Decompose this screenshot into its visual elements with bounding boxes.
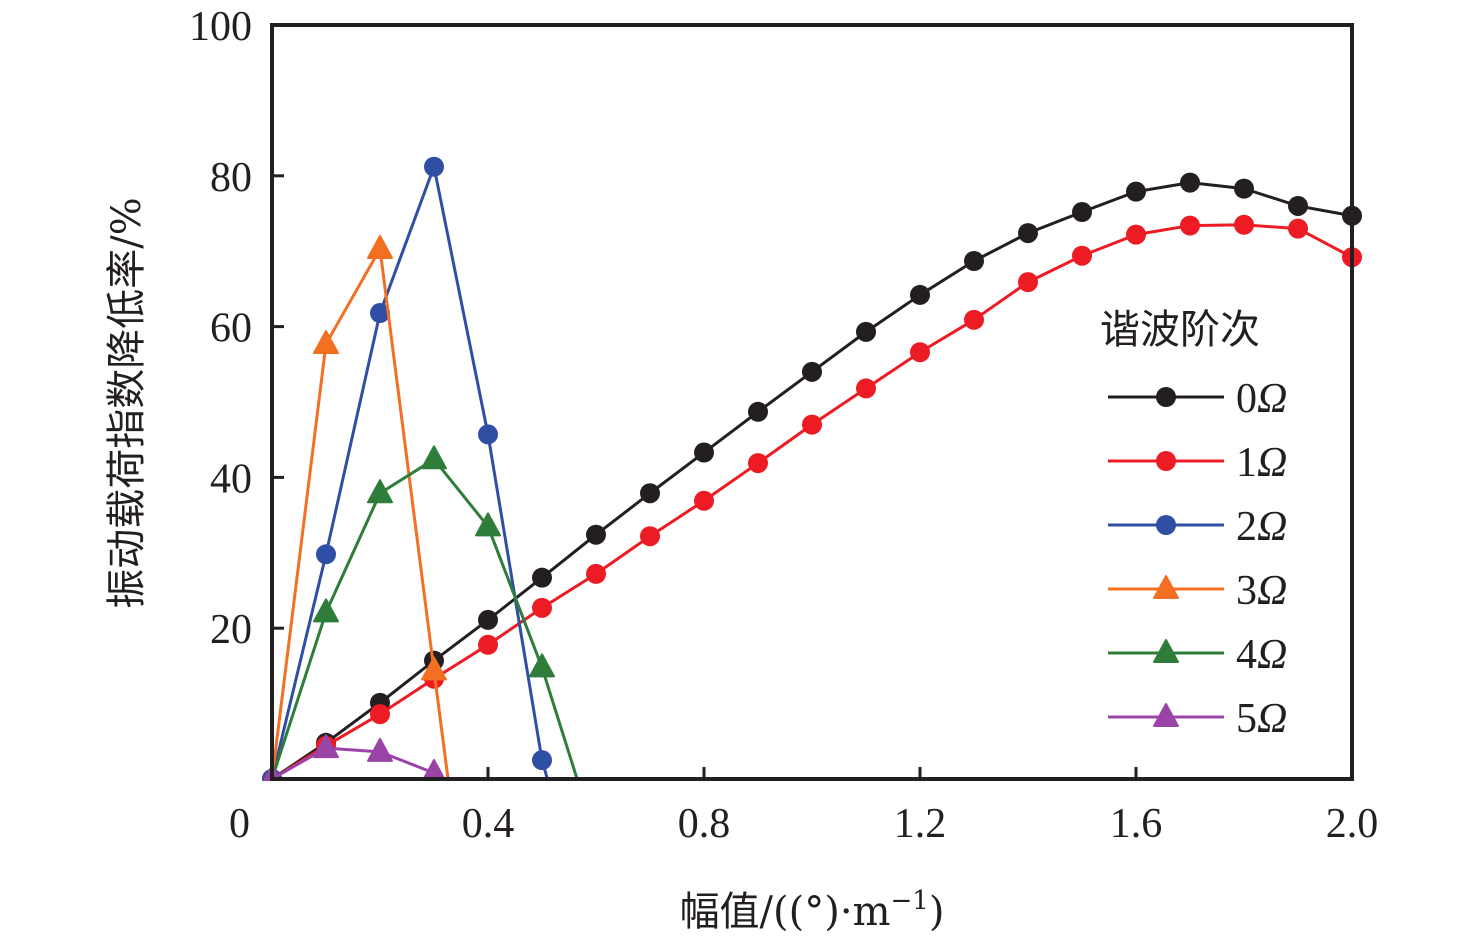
data-point xyxy=(532,750,552,771)
data-point xyxy=(1288,195,1308,216)
x-tick-label: 1.6 xyxy=(1110,801,1163,847)
data-point xyxy=(910,342,930,363)
data-point xyxy=(475,512,501,537)
data-point xyxy=(748,453,768,474)
y-tick-label: 20 xyxy=(210,607,252,653)
data-point xyxy=(640,483,660,504)
data-point xyxy=(1018,272,1038,293)
series-2 xyxy=(262,156,552,781)
y-tick-label: 40 xyxy=(210,456,252,502)
series-1 xyxy=(262,214,1362,781)
data-point xyxy=(910,284,930,305)
x-tick-label: 0.8 xyxy=(678,801,731,847)
legend-item: 1Ω xyxy=(1108,440,1287,486)
data-point xyxy=(1180,172,1200,193)
data-point xyxy=(424,156,444,177)
legend-marker xyxy=(1156,387,1176,407)
x-tick-label: 0 xyxy=(229,801,250,847)
data-point xyxy=(1126,224,1146,245)
legend-items: 0Ω 1Ω 2Ω 3Ω 4Ω 5Ω xyxy=(1108,376,1287,742)
data-point xyxy=(1234,178,1254,199)
legend-title: 谐波阶次 xyxy=(1100,307,1260,353)
data-point xyxy=(748,401,768,422)
x-tick-label: 0.4 xyxy=(462,801,515,847)
data-point xyxy=(421,445,447,470)
plot-frame xyxy=(270,23,1354,781)
legend-marker xyxy=(1153,575,1179,599)
data-point xyxy=(313,598,339,623)
legend-label: 0Ω xyxy=(1236,376,1287,422)
series-line xyxy=(271,181,1353,781)
data-point xyxy=(370,303,390,324)
legend-marker xyxy=(1153,703,1179,727)
legend-item: 0Ω xyxy=(1108,376,1287,422)
data-point xyxy=(421,758,447,781)
data-point xyxy=(802,414,822,435)
legend-label: 3Ω xyxy=(1236,568,1287,614)
data-point xyxy=(1072,201,1092,222)
data-point xyxy=(694,442,714,463)
data-point xyxy=(532,597,552,618)
legend-item: 2Ω xyxy=(1108,504,1287,550)
x-axis-title: 幅值/((°)·m−1) xyxy=(680,886,945,935)
legend-marker xyxy=(1156,451,1176,471)
data-point xyxy=(478,634,498,655)
data-point xyxy=(367,234,393,259)
data-point xyxy=(529,653,555,678)
data-point xyxy=(1180,215,1200,236)
y-tick-label: 80 xyxy=(210,155,252,201)
data-point xyxy=(964,251,984,272)
data-point xyxy=(316,544,336,565)
data-point xyxy=(367,737,393,762)
legend-marker xyxy=(1156,515,1176,535)
data-point xyxy=(856,378,876,399)
y-axis-title: 振动载荷指数降低率/% xyxy=(104,197,150,608)
x-tick-label: 2.0 xyxy=(1326,801,1379,847)
legend: 谐波阶次 0Ω 1Ω 2Ω 3Ω 4Ω 5Ω xyxy=(1100,307,1287,742)
data-point xyxy=(586,524,606,545)
data-point xyxy=(370,704,390,725)
legend-item: 5Ω xyxy=(1108,696,1287,742)
series-layer xyxy=(262,156,1362,781)
x-tick-label: 1.2 xyxy=(894,801,947,847)
y-tick-label: 60 xyxy=(210,306,252,352)
data-point xyxy=(856,321,876,342)
data-point xyxy=(1288,218,1308,239)
data-point xyxy=(640,526,660,547)
data-point xyxy=(478,609,498,630)
data-point xyxy=(1126,181,1146,202)
data-point xyxy=(802,361,822,382)
data-point xyxy=(313,734,339,759)
data-point xyxy=(1234,214,1254,235)
data-point xyxy=(367,479,393,504)
series-0 xyxy=(262,172,1362,781)
data-point xyxy=(1072,245,1092,266)
data-point xyxy=(694,490,714,511)
legend-marker xyxy=(1153,639,1179,663)
y-tick-label: 100 xyxy=(189,4,252,50)
legend-item: 3Ω xyxy=(1108,568,1287,614)
legend-item: 4Ω xyxy=(1108,632,1287,678)
data-point xyxy=(964,309,984,330)
x-tick-labels: 0 0.4 0.8 1.2 1.6 2.0 xyxy=(229,801,1378,847)
data-point xyxy=(532,567,552,588)
data-point xyxy=(421,656,447,681)
data-point xyxy=(586,563,606,584)
legend-label: 1Ω xyxy=(1236,440,1287,486)
legend-label: 4Ω xyxy=(1236,632,1287,678)
data-point xyxy=(478,424,498,445)
legend-label: 2Ω xyxy=(1236,504,1287,550)
tick-layer xyxy=(272,174,1138,779)
y-tick-labels: 20 40 60 80 100 xyxy=(189,4,252,653)
legend-label: 5Ω xyxy=(1236,696,1287,742)
data-point xyxy=(1018,223,1038,244)
data-point xyxy=(313,329,339,354)
series-line xyxy=(271,746,435,781)
series-5 xyxy=(262,734,447,781)
